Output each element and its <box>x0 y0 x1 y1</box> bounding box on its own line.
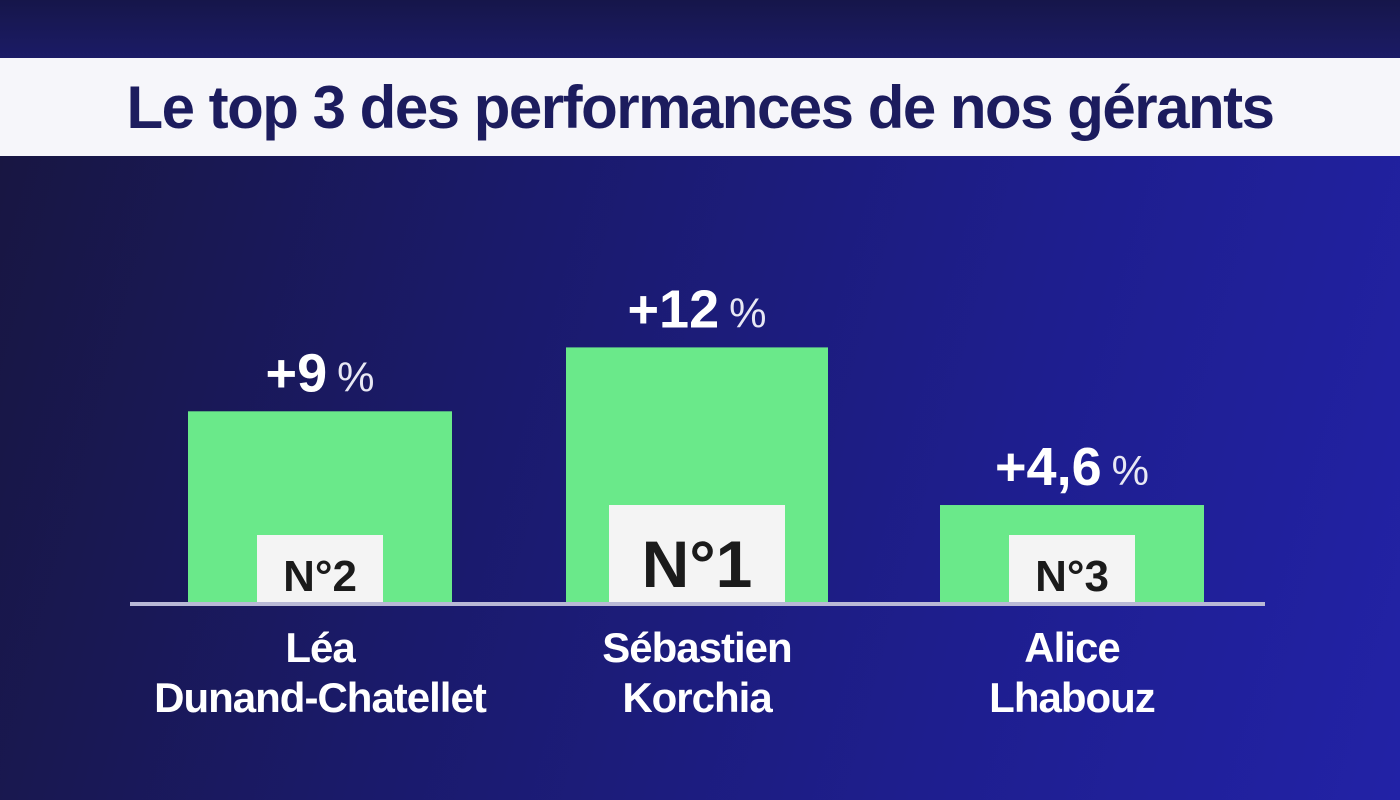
rank-badge: N°1 <box>642 527 753 601</box>
category-label: Alice <box>1024 624 1119 671</box>
category-label: Sébastien <box>602 624 791 671</box>
data-label: +12% <box>628 279 767 339</box>
category-label: Korchia <box>622 674 773 721</box>
rank-badge-box <box>1009 535 1135 603</box>
top-band <box>0 0 1400 58</box>
rank-badge: N°3 <box>1035 552 1109 601</box>
chart-title: Le top 3 des performances de nos gérants <box>126 73 1275 141</box>
category-label: Léa <box>285 624 356 671</box>
category-label: Dunand-Chatellet <box>154 674 487 721</box>
rank-badge-box <box>609 505 785 603</box>
category-label: Lhabouz <box>989 674 1155 721</box>
rank-badge: N°2 <box>283 552 357 601</box>
data-label: +4,6% <box>995 437 1149 497</box>
title-bar: Le top 3 des performances de nos gérants <box>0 58 1400 156</box>
rank-badge-box <box>257 535 383 603</box>
data-label: +9% <box>266 343 375 403</box>
